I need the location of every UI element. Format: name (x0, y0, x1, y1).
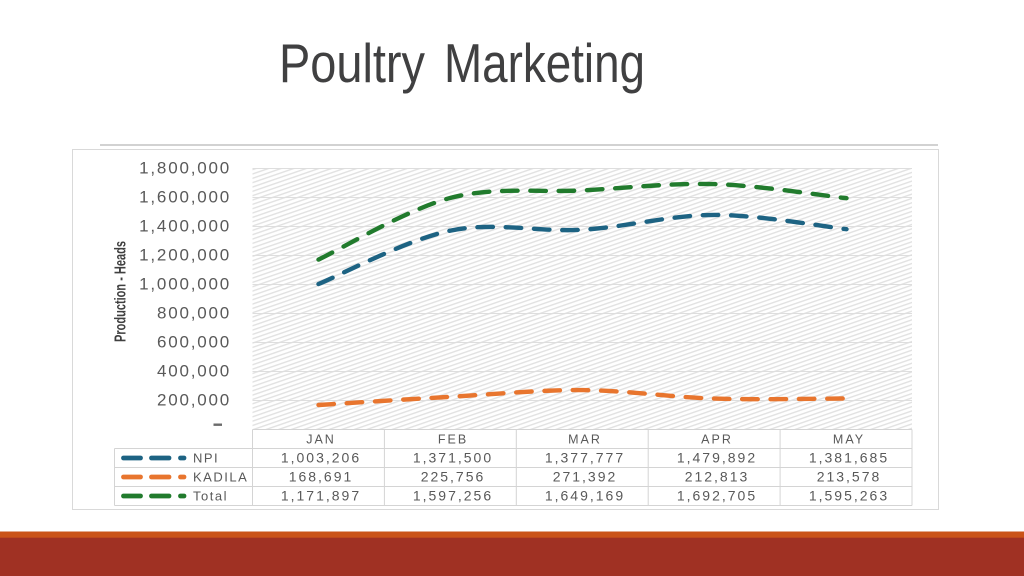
svg-text:1,377,777: 1,377,777 (545, 450, 625, 466)
svg-text:MAY: MAY (833, 433, 865, 447)
svg-text:Total: Total (193, 489, 228, 504)
svg-text:JAN: JAN (306, 433, 336, 447)
svg-text:1,003,206: 1,003,206 (281, 450, 361, 466)
svg-text:213,578: 213,578 (817, 469, 882, 485)
svg-text:1,597,256: 1,597,256 (413, 488, 493, 504)
svg-text:1,479,892: 1,479,892 (677, 450, 757, 466)
svg-text:1,381,685: 1,381,685 (809, 450, 889, 466)
svg-text:1,649,169: 1,649,169 (545, 488, 625, 504)
svg-text:Poultry: Poultry (279, 32, 425, 94)
svg-text:1,692,705: 1,692,705 (677, 488, 757, 504)
svg-text:1,600,000: 1,600,000 (139, 188, 231, 207)
svg-text:1,000,000: 1,000,000 (139, 275, 231, 294)
svg-text:600,000: 600,000 (157, 333, 231, 352)
svg-text:APR: APR (701, 433, 733, 447)
svg-text:1,595,263: 1,595,263 (809, 488, 889, 504)
svg-text:168,691: 168,691 (289, 469, 354, 485)
svg-text:Production - Heads: Production - Heads (113, 241, 130, 342)
svg-text:1,400,000: 1,400,000 (139, 217, 231, 236)
svg-text:KADILA: KADILA (193, 470, 248, 485)
svg-text:400,000: 400,000 (157, 362, 231, 381)
svg-text:800,000: 800,000 (157, 304, 231, 323)
svg-text:NPI: NPI (193, 451, 219, 466)
svg-text:1,800,000: 1,800,000 (139, 159, 231, 178)
svg-text:200,000: 200,000 (157, 391, 231, 410)
svg-text:225,756: 225,756 (421, 469, 486, 485)
svg-text:1,171,897: 1,171,897 (281, 488, 361, 504)
svg-text:212,813: 212,813 (685, 469, 750, 485)
svg-text:1,371,500: 1,371,500 (413, 450, 493, 466)
svg-text:FEB: FEB (438, 433, 468, 447)
svg-text:Marketing: Marketing (444, 32, 645, 94)
svg-text:271,392: 271,392 (553, 469, 618, 485)
svg-text:MAR: MAR (568, 433, 602, 447)
svg-text:1,200,000: 1,200,000 (139, 246, 231, 265)
